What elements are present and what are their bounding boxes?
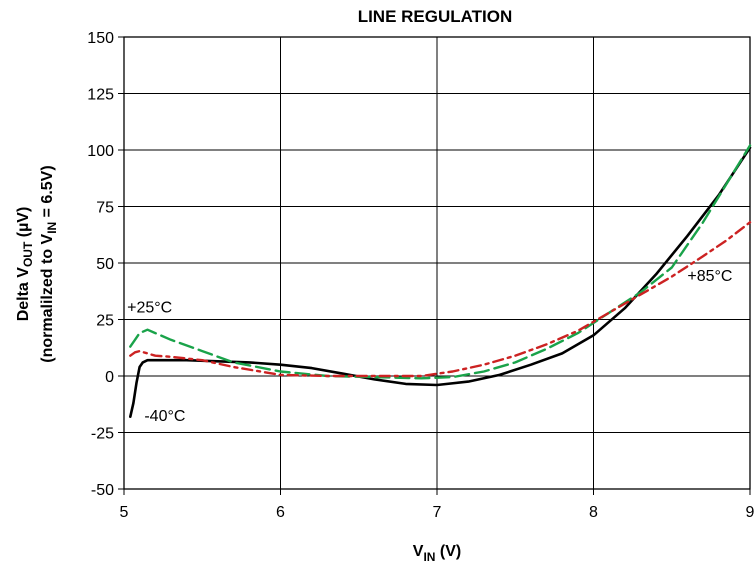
series-line-40c: [129, 146, 752, 418]
x-axis-label: VIN (V): [413, 543, 461, 564]
chart-title: LINE REGULATION: [358, 7, 513, 26]
x-tick-label: 9: [746, 504, 754, 521]
y-tick-labels: -50 -25 0 25 50 75 100 125 150: [87, 30, 114, 499]
series-annotation: +25°C: [127, 300, 172, 317]
y-tick-label: 75: [96, 200, 114, 217]
x-tick-label: 7: [433, 504, 442, 521]
grid-lines: [118, 36, 751, 495]
y-tick-label: 50: [96, 256, 114, 273]
x-tick-label: 6: [276, 504, 285, 521]
y-tick-label: 100: [87, 143, 114, 160]
y-tick-label: -50: [91, 482, 114, 499]
y-tick-label: 150: [87, 30, 114, 47]
y-tick-label: 25: [96, 313, 114, 330]
y-tick-label: 0: [105, 369, 114, 386]
series-annotation: -40°C: [144, 408, 185, 425]
plot-frame: [123, 36, 751, 490]
y-axis-label-line1: Delta VOUT (µV): [15, 207, 35, 322]
x-tick-label: 8: [589, 504, 598, 521]
series-lines: [129, 144, 752, 418]
series-line-85c: [129, 221, 752, 378]
x-tick-labels: 5 6 7 8 9: [120, 504, 754, 521]
series-line-25c: [129, 144, 752, 380]
y-tick-label: -25: [91, 426, 114, 443]
series-annotation: +85°C: [687, 268, 732, 285]
series-annotations: +25°C -40°C +85°C: [127, 268, 732, 425]
y-tick-label: 125: [87, 87, 114, 104]
x-tick-label: 5: [120, 504, 129, 521]
y-axis-label-line2: (normalilzed to VIN = 6.5V): [39, 165, 59, 362]
